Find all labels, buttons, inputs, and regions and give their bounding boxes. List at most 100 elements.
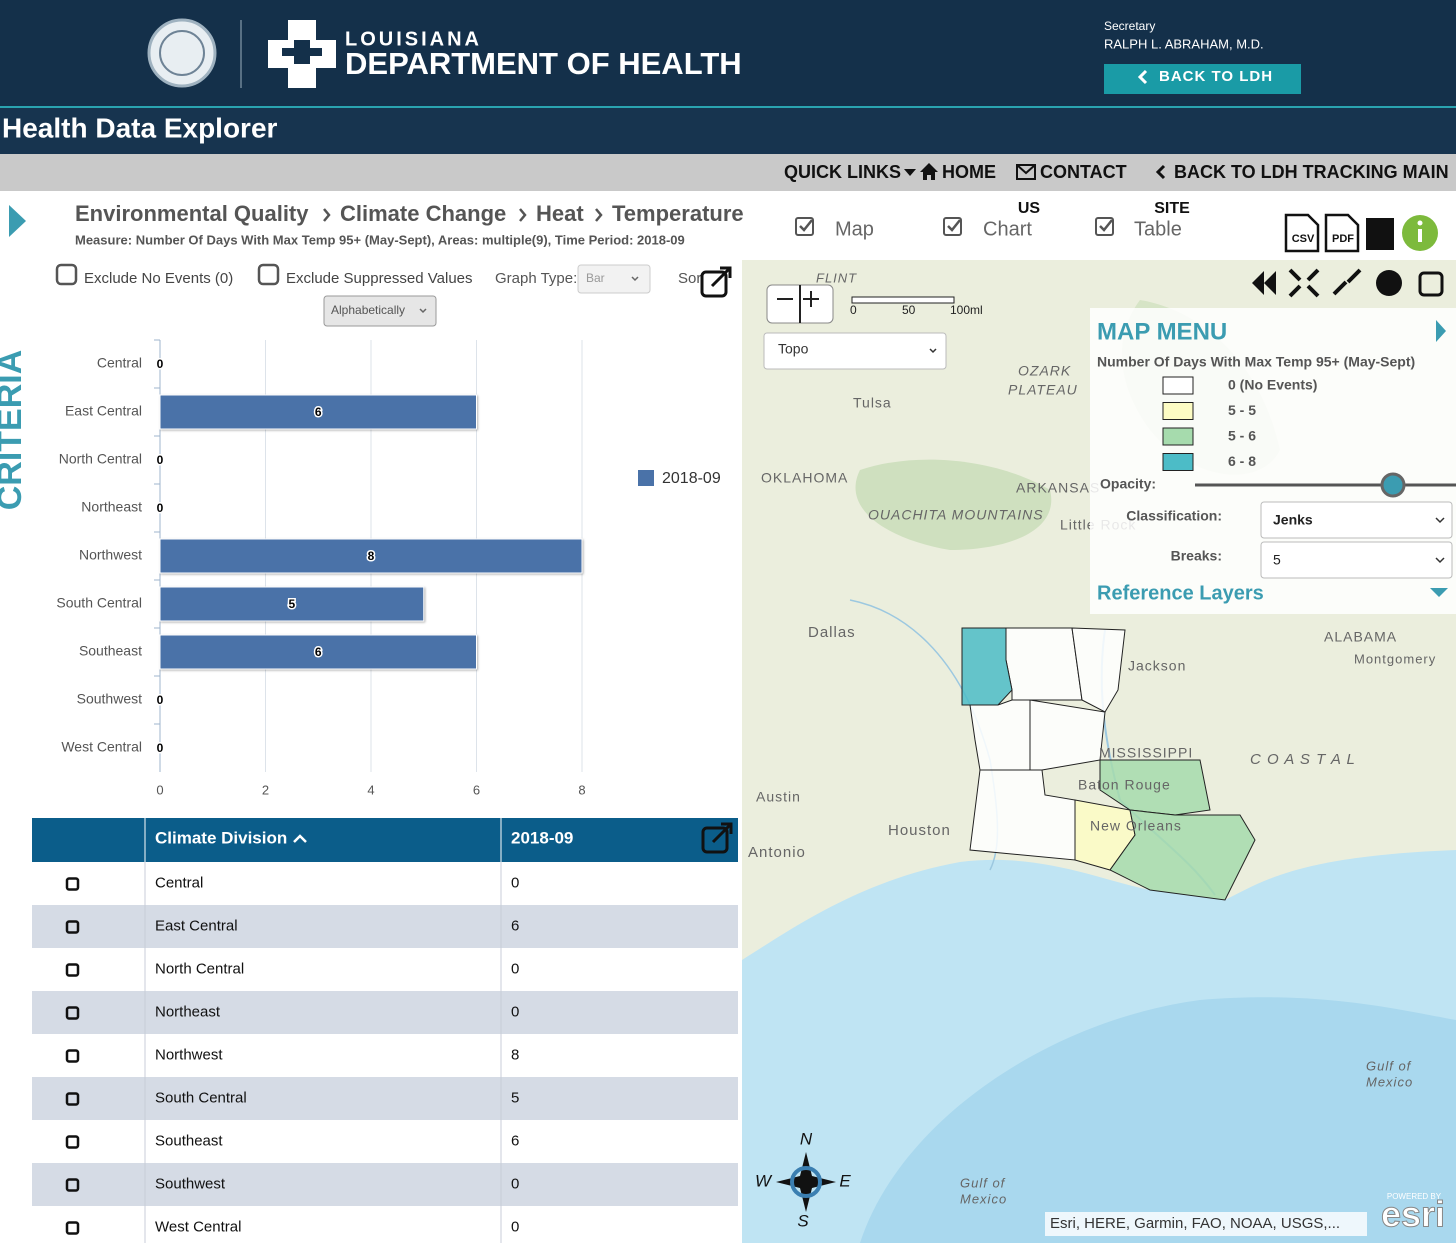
compass-ring bbox=[790, 1166, 822, 1198]
map-place-label: ALABAMA bbox=[1324, 629, 1397, 645]
map-region[interactable] bbox=[1029, 699, 1106, 771]
view-checkbox[interactable] bbox=[1095, 217, 1114, 236]
table-row bbox=[32, 1034, 738, 1077]
zoom-icons bbox=[777, 285, 819, 323]
nav-link[interactable]: CONTACT bbox=[1040, 162, 1127, 182]
cell-division: South Central bbox=[155, 1089, 247, 1106]
option-label[interactable]: Exclude No Events (0) bbox=[84, 270, 233, 287]
option-label[interactable]: Exclude Suppressed Values bbox=[286, 270, 473, 287]
cell-division: Southwest bbox=[155, 1175, 226, 1192]
graph-type-value[interactable]: Bar bbox=[586, 271, 605, 285]
map-region[interactable] bbox=[1109, 809, 1256, 901]
compass-label: S bbox=[797, 1211, 809, 1230]
map-region[interactable] bbox=[969, 769, 1076, 861]
column-header[interactable]: 2018-09 bbox=[511, 828, 573, 847]
file-icon[interactable] bbox=[1324, 213, 1360, 253]
row-checkbox[interactable] bbox=[65, 877, 80, 891]
view-label[interactable]: Chart bbox=[983, 218, 1032, 240]
nav-link[interactable]: QUICK LINKS bbox=[784, 162, 901, 182]
back-button-label[interactable]: BACK TO LDH bbox=[1159, 68, 1273, 85]
column-header[interactable]: Climate Division bbox=[155, 828, 287, 847]
y-tick-label: Southeast bbox=[79, 643, 142, 659]
mail-icon bbox=[1016, 164, 1036, 180]
book-icon[interactable] bbox=[1366, 218, 1394, 250]
breadcrumb-item[interactable]: Environmental Quality bbox=[75, 201, 309, 226]
row-checkbox[interactable] bbox=[65, 1092, 80, 1106]
view-checkbox[interactable] bbox=[795, 217, 814, 236]
map-menu-title: MAP MENU bbox=[1097, 318, 1227, 345]
y-tick-label: Central bbox=[97, 355, 142, 371]
popout-icon[interactable] bbox=[701, 826, 729, 854]
breadcrumb-item[interactable]: Climate Change bbox=[340, 201, 506, 226]
map-region[interactable] bbox=[1005, 627, 1083, 701]
y-tick-label: North Central bbox=[59, 451, 142, 467]
menu-toggle[interactable] bbox=[1436, 320, 1446, 342]
view-label[interactable]: Map bbox=[835, 218, 874, 240]
export-label[interactable]: CSV bbox=[1292, 233, 1315, 245]
view-checkbox[interactable] bbox=[943, 217, 962, 236]
map-place-label: New Orleans bbox=[1090, 818, 1182, 834]
basemap-select[interactable] bbox=[763, 332, 947, 370]
select-box[interactable] bbox=[1260, 501, 1453, 539]
row-checkbox[interactable] bbox=[65, 963, 80, 977]
reference-caret[interactable] bbox=[1430, 588, 1448, 597]
x-tick-label: 6 bbox=[473, 782, 480, 797]
opacity-knob[interactable] bbox=[1380, 472, 1406, 498]
option-checkbox[interactable] bbox=[257, 263, 280, 286]
basemap-value[interactable]: Topo bbox=[778, 341, 809, 357]
breadcrumb-item[interactable]: Heat bbox=[536, 201, 584, 226]
data-label: 5 bbox=[289, 597, 296, 611]
check bbox=[799, 219, 813, 232]
map-place-label: Austin bbox=[756, 789, 801, 805]
x-tick-label: 0 bbox=[156, 782, 163, 797]
view-label[interactable]: Table bbox=[1134, 218, 1182, 240]
table-row bbox=[32, 862, 738, 905]
nav-link[interactable]: BACK TO LDH TRACKING MAIN bbox=[1174, 162, 1449, 182]
select-value[interactable]: Jenks bbox=[1273, 512, 1313, 528]
collapse-icon[interactable] bbox=[1332, 268, 1362, 296]
info-icon[interactable] bbox=[1376, 270, 1402, 296]
export-label[interactable]: PDF bbox=[1332, 233, 1354, 245]
bar bbox=[159, 586, 425, 622]
map-region[interactable] bbox=[961, 627, 1013, 706]
back-chevron bbox=[1155, 164, 1166, 180]
file-icon[interactable] bbox=[1284, 213, 1320, 253]
select-value[interactable]: 5 bbox=[1273, 552, 1281, 568]
criteria-toggle[interactable] bbox=[9, 205, 26, 237]
row-checkbox[interactable] bbox=[65, 920, 80, 934]
rewind-icon[interactable] bbox=[1252, 271, 1276, 295]
map-place-label: Montgomery bbox=[1354, 651, 1436, 666]
sort-select[interactable] bbox=[323, 295, 437, 327]
nav-link[interactable]: HOME bbox=[942, 162, 996, 182]
title-bar bbox=[0, 108, 1456, 154]
fullscreen-icon[interactable] bbox=[1288, 268, 1320, 298]
measure-text: Measure: Number Of Days With Max Temp 95… bbox=[75, 232, 685, 247]
sidebar-label[interactable]: CRITERIA bbox=[0, 350, 29, 511]
nav-bar bbox=[0, 154, 1456, 191]
row-checkbox[interactable] bbox=[65, 1006, 80, 1020]
popout-icon[interactable] bbox=[1418, 271, 1444, 297]
option-checkbox[interactable] bbox=[55, 263, 78, 286]
sort-value[interactable]: Alphabetically bbox=[331, 303, 405, 317]
y-tick-label: Southwest bbox=[77, 691, 142, 707]
row-checkbox[interactable] bbox=[65, 1221, 80, 1235]
check bbox=[1099, 219, 1113, 232]
table-row bbox=[32, 948, 738, 991]
row-checkbox[interactable] bbox=[65, 1049, 80, 1063]
breadcrumb-item[interactable]: Temperature bbox=[612, 201, 744, 226]
table-row bbox=[32, 991, 738, 1034]
map-legend-label: 0 (No Events) bbox=[1228, 377, 1317, 393]
select-box[interactable] bbox=[1260, 541, 1453, 579]
graph-type-select[interactable] bbox=[577, 264, 651, 294]
map-region[interactable] bbox=[969, 699, 1031, 771]
bar bbox=[159, 538, 583, 574]
row-checkbox[interactable] bbox=[65, 1135, 80, 1149]
legend-label[interactable]: 2018-09 bbox=[662, 470, 721, 487]
select-label: Breaks: bbox=[1171, 548, 1222, 564]
reference-layers[interactable]: Reference Layers bbox=[1097, 582, 1264, 604]
map-region[interactable] bbox=[1071, 627, 1126, 713]
back-button[interactable] bbox=[1104, 64, 1301, 94]
row-checkbox[interactable] bbox=[65, 1178, 80, 1192]
data-label: 6 bbox=[315, 645, 322, 659]
cell-value: 0 bbox=[511, 1218, 519, 1235]
